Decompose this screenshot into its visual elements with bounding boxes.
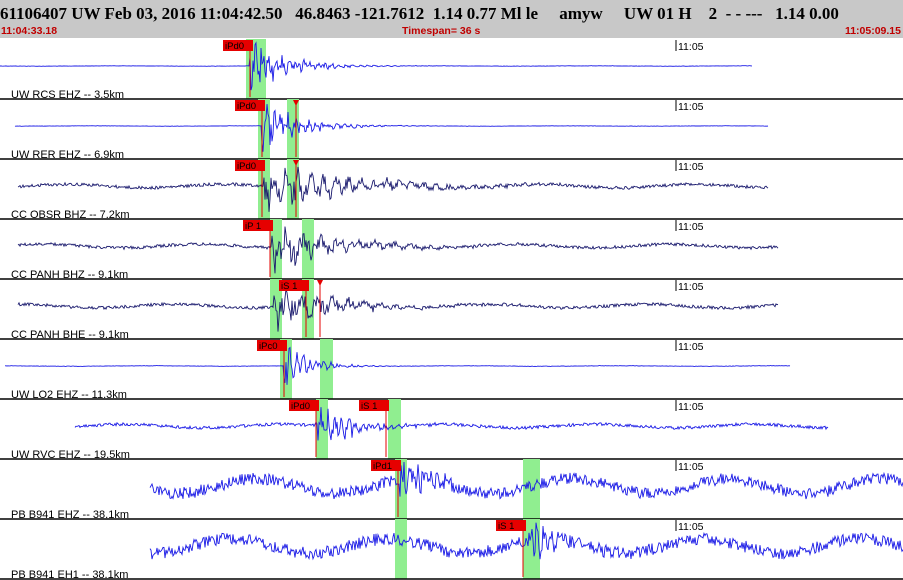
- station-label: PB B941 EH1 -- 38.1km: [11, 569, 128, 580]
- station-label: PB B941 EHZ -- 38.1km: [11, 509, 129, 521]
- pick-window: [523, 459, 540, 519]
- pick-label: iS 1: [281, 281, 297, 292]
- pick-flag[interactable]: [223, 40, 253, 51]
- waveform: [17, 288, 779, 332]
- pick-flag[interactable]: [359, 400, 389, 411]
- time-mark-label: 11:05: [678, 461, 704, 473]
- time-mark-label: 11:05: [678, 521, 704, 533]
- waveform: [17, 226, 779, 274]
- pick-label: iP 1: [245, 221, 261, 232]
- pick-window: [258, 159, 270, 219]
- pick-label: iPd0: [237, 161, 256, 172]
- time-mark-label: 11:05: [678, 41, 704, 53]
- waveform: [14, 104, 769, 152]
- pick-window: [395, 519, 407, 579]
- pick-window: [302, 279, 314, 339]
- time-mark-label: 11:05: [678, 401, 704, 413]
- pick-flag[interactable]: [243, 220, 273, 231]
- pick-label: iPd1: [373, 461, 392, 472]
- trace-row[interactable]: 11:05 iPd0 iS 1 UW RVC EHZ -- 19.5km: [0, 399, 903, 461]
- pick-window: [388, 399, 401, 459]
- station-label: UW RCS EHZ -- 3.5km: [11, 89, 124, 101]
- pick-window: [270, 219, 282, 279]
- waveform: [74, 407, 829, 441]
- waveform: [149, 522, 903, 561]
- trace-row[interactable]: 11:05 iP 1 CC PANH BHZ -- 9.1km: [0, 219, 903, 281]
- pick-window: [302, 219, 314, 279]
- trace-row[interactable]: 11:05 iS 1 PB B941 EH1 -- 38.1km: [0, 519, 903, 580]
- pick-flag[interactable]: [257, 340, 287, 351]
- pick-label: iPd0: [291, 401, 310, 412]
- pick-marker[interactable]: [317, 280, 323, 286]
- pick-label: iPd0: [225, 41, 244, 52]
- time-mark-label: 11:05: [678, 101, 704, 113]
- time-mark-label: 11:05: [678, 161, 704, 173]
- pick-label: iPc0: [259, 341, 277, 352]
- pick-flag[interactable]: [279, 280, 309, 291]
- time-mark-label: 11:05: [678, 341, 704, 353]
- header-bar: 61106407 UW Feb 03, 2016 11:04:42.50 46.…: [0, 0, 903, 38]
- pick-flag[interactable]: [496, 520, 526, 531]
- pick-window: [316, 399, 328, 459]
- trace-row[interactable]: 11:05 iPd0 UW RER EHZ -- 6.9km: [0, 99, 903, 161]
- station-label: UW LO2 EHZ -- 11.3km: [11, 389, 127, 401]
- end-time: 11:05:09.15: [844, 25, 901, 37]
- pick-label: iPd0: [237, 101, 256, 112]
- trace-panel[interactable]: 11:05 iPd0 UW RCS EHZ -- 3.5km 11:05 iPd0 UW …: [0, 38, 903, 580]
- pick-label: iS 1: [361, 401, 377, 412]
- waveform: [17, 166, 769, 212]
- start-time: 11:04:33.18: [1, 25, 58, 37]
- trace-row[interactable]: 11:05 iPd0 UW RCS EHZ -- 3.5km: [0, 39, 903, 101]
- time-mark-label: 11:05: [678, 221, 704, 233]
- station-label: CC PANH BHE -- 9.1km: [11, 329, 129, 341]
- pick-flag[interactable]: [235, 100, 265, 111]
- station-label: UW RER EHZ -- 6.9km: [11, 149, 124, 161]
- pick-marker[interactable]: [293, 100, 299, 106]
- pick-label: iS 1: [498, 521, 514, 532]
- pick-flag[interactable]: [371, 460, 401, 471]
- station-label: CC OBSR BHZ -- 7.2km: [11, 209, 130, 221]
- trace-row[interactable]: 11:05 iS 1 CC PANH BHE -- 9.1km: [0, 279, 903, 341]
- event-title: 61106407 UW Feb 03, 2016 11:04:42.50 46.…: [0, 4, 839, 23]
- pick-window: [287, 159, 299, 219]
- waveform: [0, 41, 752, 91]
- station-label: CC PANH BHZ -- 9.1km: [11, 269, 128, 281]
- waveform: [149, 461, 903, 500]
- pick-flag[interactable]: [289, 400, 319, 411]
- trace-row[interactable]: 11:05 iPd0 CC OBSR BHZ -- 7.2km: [0, 159, 903, 221]
- pick-flag[interactable]: [235, 160, 265, 171]
- pick-marker[interactable]: [293, 160, 299, 166]
- trace-row[interactable]: 11:05 iPd1 PB B941 EHZ -- 38.1km: [0, 459, 903, 521]
- trace-row[interactable]: 11:05 iPc0 UW LO2 EHZ -- 11.3km: [0, 339, 903, 401]
- waveform: [5, 346, 791, 385]
- timespan-label: Timespan= 36 s: [402, 25, 481, 37]
- time-mark-label: 11:05: [678, 281, 704, 293]
- station-label: UW RVC EHZ -- 19.5km: [11, 449, 130, 461]
